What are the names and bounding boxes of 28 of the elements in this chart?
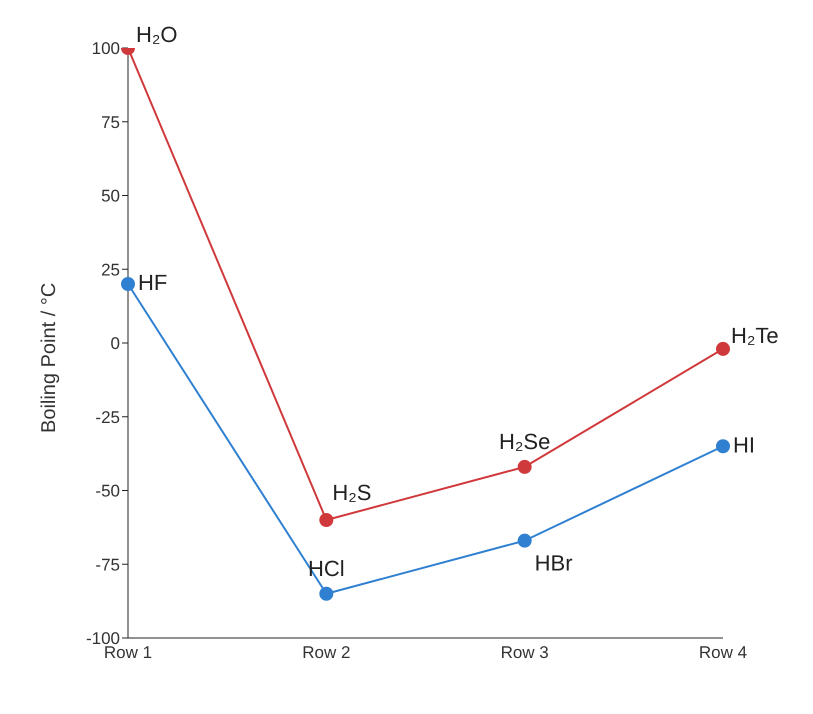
point [716, 439, 730, 454]
point [518, 534, 532, 548]
point [716, 342, 730, 356]
point [121, 277, 135, 291]
annotation: HCl [308, 556, 345, 581]
point [319, 586, 334, 601]
x-tick-label: Row 2 [302, 643, 350, 662]
y-tick-label: 75 [101, 112, 120, 132]
annotation: H₂S [332, 480, 372, 505]
x-tick-label: Row 3 [500, 643, 549, 662]
annotation: H₂Se [498, 428, 550, 454]
y-tick-label: 25 [101, 260, 120, 280]
annotation: HF [138, 270, 168, 295]
y-tick-label: -75 [95, 555, 120, 574]
point [518, 460, 532, 474]
y-tick-label: -50 [95, 482, 120, 501]
annotation: H₂Te [731, 322, 779, 348]
annotation: HI [733, 432, 755, 458]
y-tick-label: 0 [110, 334, 120, 354]
point [319, 513, 334, 527]
annotation: HBr [534, 550, 573, 576]
x-tick-label: Row 1 [104, 643, 152, 662]
x-tick-label: Row 4 [698, 643, 748, 662]
y-tick-label: 50 [101, 186, 120, 206]
y-tick-label: 100 [92, 39, 120, 58]
y-axis-title: Boiling Point / °C [38, 282, 60, 433]
y-tick-label: -25 [95, 408, 120, 427]
annotation: H₂O [136, 22, 178, 47]
